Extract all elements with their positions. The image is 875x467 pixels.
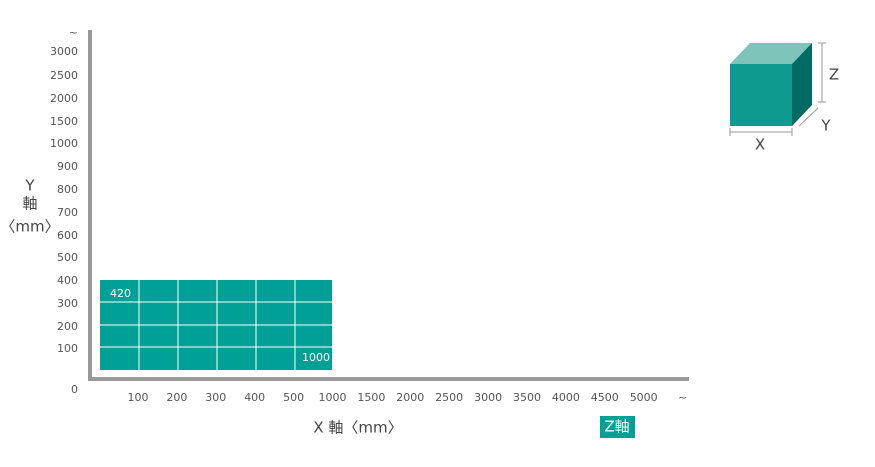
y-tick-label: 100 — [57, 342, 78, 355]
x-tick-label: ~ — [678, 391, 687, 404]
range-top-label: 420 — [110, 287, 131, 300]
x-tick-label: 1000 — [319, 391, 347, 404]
range-bottom-label: 1000 — [302, 351, 330, 364]
x-tick-label: 200 — [166, 391, 187, 404]
x-tick-label: 400 — [244, 391, 265, 404]
cube-z-label: Z — [829, 66, 839, 84]
x-tick-label: 3000 — [474, 391, 502, 404]
y-tick-label: 700 — [57, 206, 78, 219]
legend-label: Z軸 — [604, 418, 629, 436]
y-axis-line — [88, 30, 92, 381]
y-axis-label: 〈mm〉 — [0, 218, 59, 236]
x-tick-label: 2000 — [396, 391, 424, 404]
y-tick-label: 800 — [57, 183, 78, 196]
y-axis-label: 軸 — [22, 195, 37, 213]
y-tick-label: 600 — [57, 229, 78, 242]
y-axis-label: Y — [24, 177, 35, 195]
x-tick-label: 3500 — [513, 391, 541, 404]
x-tick-label: 100 — [128, 391, 149, 404]
y-tick-label: 3000 — [50, 45, 78, 58]
legend-badge — [600, 416, 635, 438]
x-tick-label: 4500 — [591, 391, 619, 404]
x-tick-label: 4000 — [552, 391, 580, 404]
y-tick-label: 1000 — [50, 137, 78, 150]
x-tick-label: 500 — [283, 391, 304, 404]
range-grid — [100, 280, 332, 370]
cube-icon — [729, 42, 826, 136]
y-tick-label: 500 — [57, 251, 78, 264]
origin-label: 0 — [71, 383, 78, 396]
y-tick-label: 2500 — [50, 69, 78, 82]
y-tick-label: ~ — [69, 26, 78, 39]
x-axis-label: X 軸〈mm〉 — [313, 419, 402, 437]
x-tick-label: 300 — [205, 391, 226, 404]
y-tick-label: 900 — [57, 160, 78, 173]
y-tick-label: 1500 — [50, 115, 78, 128]
cube-y-label: Y — [820, 117, 831, 135]
y-tick-label: 2000 — [50, 92, 78, 105]
y-tick-label: 300 — [57, 297, 78, 310]
x-tick-label: 1500 — [357, 391, 385, 404]
y-tick-label: 400 — [57, 274, 78, 287]
x-axis-line — [88, 377, 689, 381]
x-tick-label: 5000 — [630, 391, 658, 404]
cube-x-label: X — [755, 136, 765, 154]
y-tick-label: 200 — [57, 320, 78, 333]
x-tick-label: 2500 — [435, 391, 463, 404]
